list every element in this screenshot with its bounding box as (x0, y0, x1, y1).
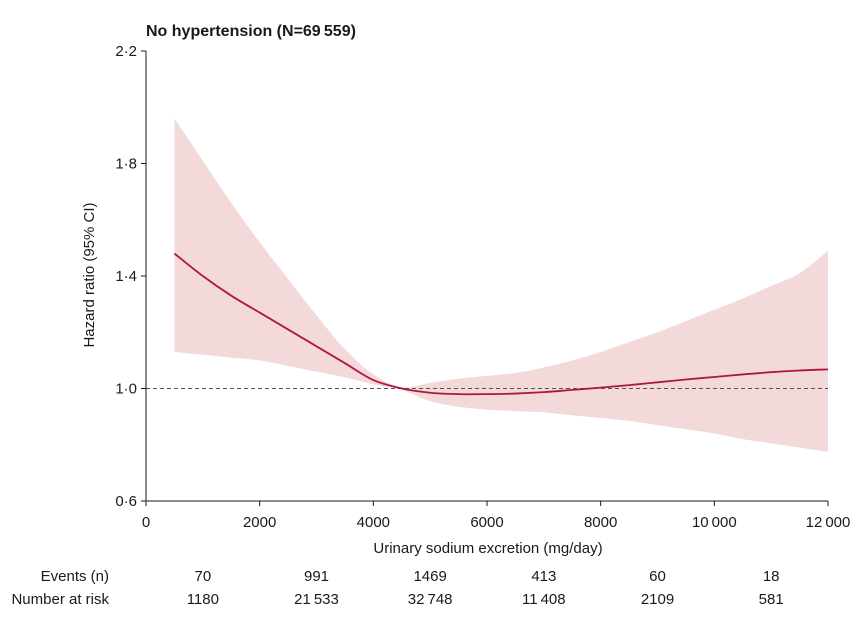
x-tick-label: 6000 (470, 514, 503, 531)
risk-table-cell: 32 748 (408, 591, 453, 608)
risk-table-row-label: Events (n) (41, 568, 109, 585)
x-axis-label: Urinary sodium excretion (mg/day) (373, 540, 602, 557)
y-tick-label: 1·0 (115, 381, 137, 398)
chart-title: No hypertension (N=69 559) (146, 23, 356, 40)
x-tick-label: 4000 (357, 514, 390, 531)
risk-table-cell: 1469 (413, 568, 446, 585)
risk-table-cell: 21 533 (294, 591, 339, 608)
x-tick-label: 8000 (584, 514, 617, 531)
x-tick-label: 10 000 (692, 514, 737, 531)
y-tick-label: 2·2 (115, 43, 137, 60)
x-tick-label: 0 (142, 514, 150, 531)
y-tick-label: 1·4 (115, 268, 137, 285)
risk-table-cell: 60 (649, 568, 666, 585)
risk-table-cell: 18 (763, 568, 780, 585)
y-tick-label: 0·6 (115, 493, 137, 510)
risk-table-cell: 581 (759, 591, 784, 608)
risk-table-row-label: Number at risk (11, 591, 109, 608)
risk-table-cell: 2109 (641, 591, 674, 608)
y-axis-label: Hazard ratio (95% CI) (81, 202, 98, 347)
confidence-band (174, 118, 828, 452)
x-tick-label: 12 000 (806, 514, 851, 531)
risk-table-cell: 11 408 (522, 591, 566, 608)
risk-table-cell: 991 (304, 568, 329, 585)
hazard-ratio-line (173, 252, 829, 396)
y-tick-label: 1·8 (115, 156, 137, 173)
risk-table-cell: 1180 (187, 591, 219, 608)
risk-table-cell: 70 (194, 568, 211, 585)
risk-table-cell: 413 (531, 568, 556, 585)
x-tick-label: 2000 (243, 514, 276, 531)
